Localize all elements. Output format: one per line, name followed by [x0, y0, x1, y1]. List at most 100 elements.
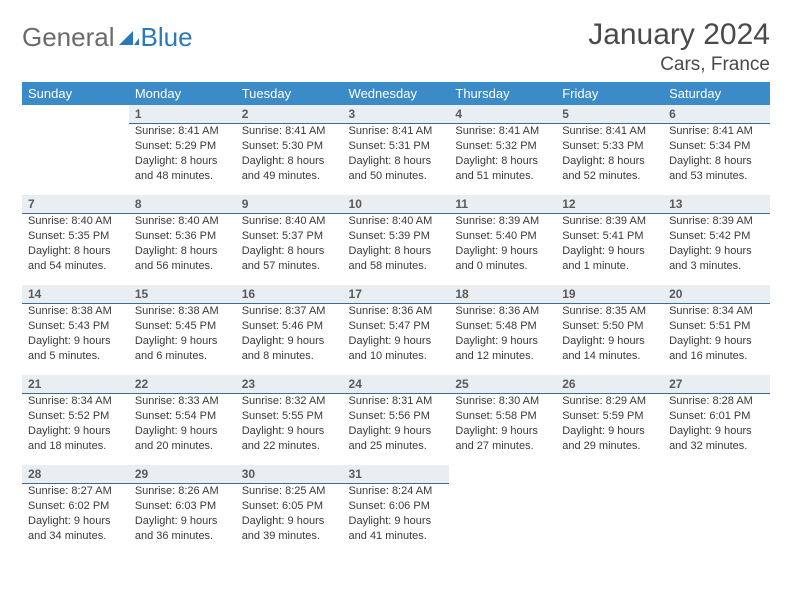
day-content: Sunrise: 8:30 AMSunset: 5:58 PMDaylight:…: [449, 394, 556, 457]
weekday-sat: Saturday: [663, 82, 770, 105]
daylight-line-2: and 14 minutes.: [562, 349, 657, 364]
day-number: 20: [663, 285, 770, 304]
calendar-row: 21Sunrise: 8:34 AMSunset: 5:52 PMDayligh…: [22, 375, 770, 465]
sunset-line: Sunset: 6:05 PM: [242, 499, 337, 514]
sunset-line: Sunset: 5:50 PM: [562, 319, 657, 334]
day-number: 21: [22, 375, 129, 394]
sunset-line: Sunset: 6:02 PM: [28, 499, 123, 514]
day-content: Sunrise: 8:39 AMSunset: 5:42 PMDaylight:…: [663, 214, 770, 277]
daylight-line-1: Daylight: 8 hours: [349, 154, 444, 169]
day-number: 2: [236, 105, 343, 124]
sunset-line: Sunset: 5:32 PM: [455, 139, 550, 154]
daylight-line-2: and 50 minutes.: [349, 169, 444, 184]
calendar-cell: 3Sunrise: 8:41 AMSunset: 5:31 PMDaylight…: [343, 105, 450, 195]
day-content: Sunrise: 8:31 AMSunset: 5:56 PMDaylight:…: [343, 394, 450, 457]
sail-icon: [119, 29, 139, 45]
calendar-cell: 21Sunrise: 8:34 AMSunset: 5:52 PMDayligh…: [22, 375, 129, 465]
daylight-line-2: and 39 minutes.: [242, 529, 337, 544]
sunrise-line: Sunrise: 8:41 AM: [455, 124, 550, 139]
day-content: Sunrise: 8:34 AMSunset: 5:51 PMDaylight:…: [663, 304, 770, 367]
weekday-tue: Tuesday: [236, 82, 343, 105]
calendar-cell: 7Sunrise: 8:40 AMSunset: 5:35 PMDaylight…: [22, 195, 129, 285]
daylight-line-2: and 5 minutes.: [28, 349, 123, 364]
daylight-line-2: and 29 minutes.: [562, 439, 657, 454]
day-number: 22: [129, 375, 236, 394]
weekday-header-row: Sunday Monday Tuesday Wednesday Thursday…: [22, 82, 770, 105]
weekday-sun: Sunday: [22, 82, 129, 105]
calendar-cell: 24Sunrise: 8:31 AMSunset: 5:56 PMDayligh…: [343, 375, 450, 465]
day-number: 11: [449, 195, 556, 214]
daylight-line-1: Daylight: 9 hours: [669, 334, 764, 349]
sunrise-line: Sunrise: 8:24 AM: [349, 484, 444, 499]
header: General Blue January 2024 Cars, France: [22, 18, 770, 76]
calendar-cell: [449, 465, 556, 555]
sunrise-line: Sunrise: 8:41 AM: [562, 124, 657, 139]
day-number: 25: [449, 375, 556, 394]
day-content: Sunrise: 8:28 AMSunset: 6:01 PMDaylight:…: [663, 394, 770, 457]
weekday-wed: Wednesday: [343, 82, 450, 105]
day-content: Sunrise: 8:40 AMSunset: 5:37 PMDaylight:…: [236, 214, 343, 277]
daylight-line-1: Daylight: 8 hours: [28, 244, 123, 259]
sunrise-line: Sunrise: 8:31 AM: [349, 394, 444, 409]
calendar-cell: 8Sunrise: 8:40 AMSunset: 5:36 PMDaylight…: [129, 195, 236, 285]
daylight-line-1: Daylight: 9 hours: [242, 424, 337, 439]
sunset-line: Sunset: 5:45 PM: [135, 319, 230, 334]
location-label: Cars, France: [588, 54, 770, 76]
day-number: 28: [22, 465, 129, 484]
calendar-row: 7Sunrise: 8:40 AMSunset: 5:35 PMDaylight…: [22, 195, 770, 285]
sunset-line: Sunset: 6:01 PM: [669, 409, 764, 424]
daylight-line-1: Daylight: 9 hours: [455, 244, 550, 259]
calendar-row: 1Sunrise: 8:41 AMSunset: 5:29 PMDaylight…: [22, 105, 770, 195]
calendar-cell: 26Sunrise: 8:29 AMSunset: 5:59 PMDayligh…: [556, 375, 663, 465]
daylight-line-2: and 10 minutes.: [349, 349, 444, 364]
sunrise-line: Sunrise: 8:36 AM: [455, 304, 550, 319]
daylight-line-2: and 18 minutes.: [28, 439, 123, 454]
daylight-line-2: and 32 minutes.: [669, 439, 764, 454]
day-content: Sunrise: 8:25 AMSunset: 6:05 PMDaylight:…: [236, 484, 343, 547]
daylight-line-2: and 56 minutes.: [135, 259, 230, 274]
day-content: Sunrise: 8:34 AMSunset: 5:52 PMDaylight:…: [22, 394, 129, 457]
calendar-cell: 14Sunrise: 8:38 AMSunset: 5:43 PMDayligh…: [22, 285, 129, 375]
day-number: 19: [556, 285, 663, 304]
daylight-line-1: Daylight: 9 hours: [562, 424, 657, 439]
sunrise-line: Sunrise: 8:38 AM: [28, 304, 123, 319]
day-content: Sunrise: 8:33 AMSunset: 5:54 PMDaylight:…: [129, 394, 236, 457]
sunrise-line: Sunrise: 8:40 AM: [242, 214, 337, 229]
daylight-line-1: Daylight: 8 hours: [669, 154, 764, 169]
calendar-row: 14Sunrise: 8:38 AMSunset: 5:43 PMDayligh…: [22, 285, 770, 375]
calendar-cell: 23Sunrise: 8:32 AMSunset: 5:55 PMDayligh…: [236, 375, 343, 465]
day-content: Sunrise: 8:29 AMSunset: 5:59 PMDaylight:…: [556, 394, 663, 457]
daylight-line-1: Daylight: 9 hours: [28, 424, 123, 439]
daylight-line-1: Daylight: 9 hours: [135, 514, 230, 529]
sunset-line: Sunset: 5:41 PM: [562, 229, 657, 244]
daylight-line-1: Daylight: 9 hours: [349, 424, 444, 439]
weekday-fri: Friday: [556, 82, 663, 105]
title-block: January 2024 Cars, France: [588, 18, 770, 76]
daylight-line-1: Daylight: 8 hours: [135, 244, 230, 259]
day-number: 13: [663, 195, 770, 214]
daylight-line-2: and 57 minutes.: [242, 259, 337, 274]
sunset-line: Sunset: 5:33 PM: [562, 139, 657, 154]
daylight-line-1: Daylight: 8 hours: [349, 244, 444, 259]
weekday-mon: Monday: [129, 82, 236, 105]
sunrise-line: Sunrise: 8:30 AM: [455, 394, 550, 409]
daylight-line-1: Daylight: 9 hours: [28, 334, 123, 349]
daylight-line-2: and 41 minutes.: [349, 529, 444, 544]
sunset-line: Sunset: 6:03 PM: [135, 499, 230, 514]
day-content: Sunrise: 8:37 AMSunset: 5:46 PMDaylight:…: [236, 304, 343, 367]
day-number: 15: [129, 285, 236, 304]
daylight-line-2: and 16 minutes.: [669, 349, 764, 364]
day-number: 14: [22, 285, 129, 304]
calendar-cell: 22Sunrise: 8:33 AMSunset: 5:54 PMDayligh…: [129, 375, 236, 465]
sunrise-line: Sunrise: 8:32 AM: [242, 394, 337, 409]
daylight-line-1: Daylight: 9 hours: [669, 244, 764, 259]
day-content: Sunrise: 8:35 AMSunset: 5:50 PMDaylight:…: [556, 304, 663, 367]
sunrise-line: Sunrise: 8:40 AM: [349, 214, 444, 229]
sunrise-line: Sunrise: 8:26 AM: [135, 484, 230, 499]
sunrise-line: Sunrise: 8:35 AM: [562, 304, 657, 319]
calendar-row: 28Sunrise: 8:27 AMSunset: 6:02 PMDayligh…: [22, 465, 770, 555]
calendar-cell: 29Sunrise: 8:26 AMSunset: 6:03 PMDayligh…: [129, 465, 236, 555]
daylight-line-1: Daylight: 9 hours: [455, 424, 550, 439]
logo-word-2: Blue: [141, 22, 193, 53]
daylight-line-2: and 1 minute.: [562, 259, 657, 274]
